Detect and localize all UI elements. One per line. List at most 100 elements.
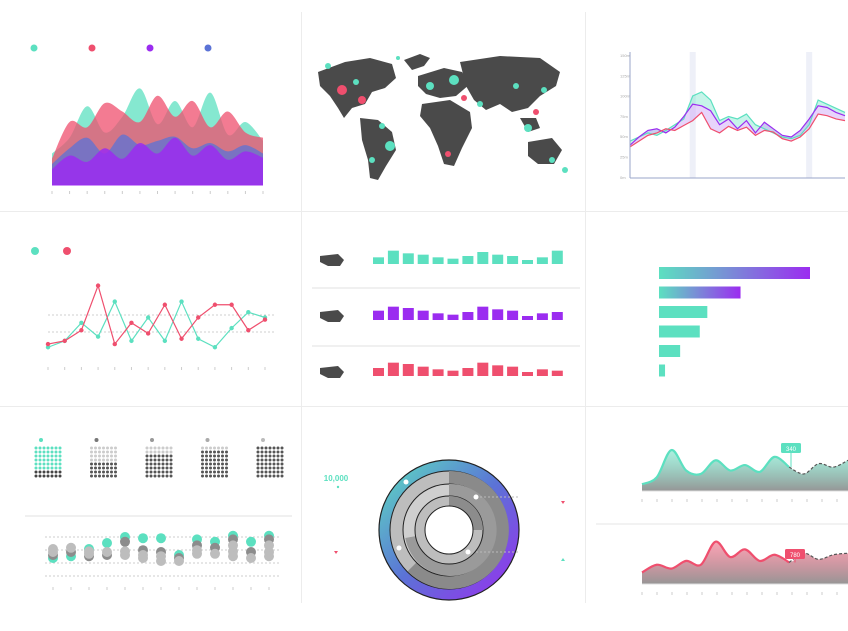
matrix-dot (102, 462, 105, 466)
asia-silhouette-icon (320, 366, 344, 378)
legend-dot (30, 44, 38, 52)
matrix-dot (58, 474, 62, 478)
matrix-dot (145, 466, 149, 470)
matrix-dot (34, 462, 38, 466)
matrix-dot (58, 470, 62, 474)
matrix-dot (201, 462, 204, 466)
location-dot (379, 123, 385, 129)
horizontal-bar (659, 345, 681, 357)
matrix-dot (102, 470, 105, 474)
matrix-dot (272, 474, 276, 478)
bar (402, 364, 414, 376)
matrix-dot (106, 450, 109, 454)
location-dot (353, 79, 359, 85)
matrix-dot (213, 446, 216, 450)
matrix-dot (145, 454, 149, 458)
matrix-dot (38, 450, 42, 454)
matrix-dot (157, 466, 161, 470)
forecast-line (788, 459, 848, 475)
matrix-dot (38, 458, 42, 462)
matrix-dot (46, 462, 50, 466)
matrix-dot (145, 446, 149, 450)
legend-dot (63, 247, 71, 255)
matrix-dot (102, 446, 105, 450)
column-dot (138, 553, 148, 563)
matrix-dot (38, 462, 42, 466)
location-dot (549, 157, 555, 163)
matrix-dot (50, 454, 54, 458)
area-fill (642, 541, 848, 584)
callout-label-bottom: 780 (790, 553, 801, 559)
matrix-dot (169, 450, 173, 454)
inner-hole (424, 505, 474, 555)
matrix-dot (54, 450, 58, 454)
divider (0, 211, 848, 212)
matrix-dot (201, 458, 204, 462)
bar (462, 368, 474, 376)
matrix-dot (276, 450, 280, 454)
matrix-dot (272, 446, 276, 450)
matrix-dot (280, 450, 284, 454)
matrix-dot (205, 462, 208, 466)
location-dot (461, 95, 467, 101)
matrix-dot (205, 474, 208, 478)
callout-badge (781, 443, 801, 453)
matrix-dot (58, 458, 62, 462)
data-point (246, 328, 251, 333)
matrix-dot (38, 466, 42, 470)
bar (477, 306, 489, 320)
bar (462, 256, 474, 264)
data-point (212, 302, 218, 307)
matrix-dot (38, 474, 42, 478)
matrix-dot (38, 454, 42, 458)
matrix-dot (50, 466, 54, 470)
matrix-dot (54, 454, 58, 458)
column-dot (156, 556, 166, 566)
data-point (79, 320, 84, 326)
bar (417, 366, 429, 376)
landmass (318, 58, 396, 118)
matrix-dot (50, 462, 54, 466)
bar (536, 369, 548, 376)
matrix-dot (256, 446, 260, 450)
matrix-dot (110, 466, 113, 470)
bar (373, 368, 384, 376)
matrix-dot (165, 466, 169, 470)
matrix-dot (153, 458, 157, 462)
matrix-dot (209, 462, 212, 466)
legend-dot (146, 44, 154, 52)
legend-dot (204, 44, 212, 52)
matrix-dot (201, 446, 204, 450)
matrix-dot (145, 450, 149, 454)
matrix-dot (42, 454, 46, 458)
matrix-dot (217, 466, 220, 470)
matrix-dot (149, 450, 153, 454)
matrix-dot (280, 454, 284, 458)
y-tick-label: 150m (620, 53, 631, 58)
column-dot (120, 550, 130, 560)
column-dot (102, 547, 112, 557)
matrix-dot (264, 466, 268, 470)
line-series (629, 111, 846, 148)
matrix-dot (217, 450, 220, 454)
bar (507, 366, 519, 376)
matrix-dot (201, 454, 204, 458)
matrix-dot (157, 474, 161, 478)
data-point (95, 283, 101, 288)
matrix-dot (280, 458, 284, 462)
matrix-dot (169, 462, 173, 466)
matrix-dot (42, 470, 46, 474)
area-series (52, 137, 263, 185)
bar (507, 256, 519, 264)
column-dot (210, 548, 220, 559)
horizontal-bar (659, 364, 666, 377)
matrix-dot (106, 474, 109, 478)
callout-badge (785, 549, 805, 559)
landmass (528, 138, 562, 164)
data-point (196, 315, 201, 320)
matrix-dot (161, 474, 165, 478)
matrix-dot (102, 454, 105, 458)
europe-silhouette-icon (320, 310, 344, 322)
matrix-dot (276, 454, 280, 458)
matrix-dot (225, 454, 228, 458)
